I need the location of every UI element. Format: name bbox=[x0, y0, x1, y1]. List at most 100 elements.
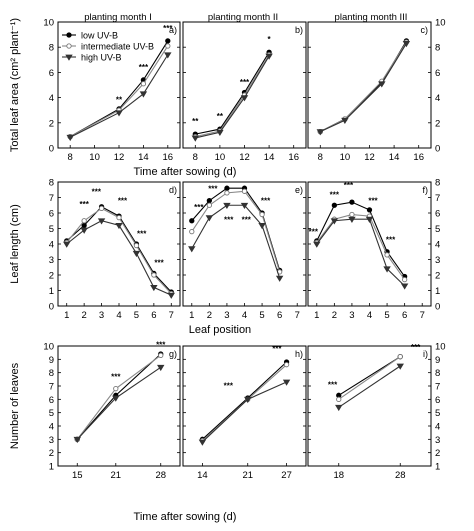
y-tick-label-left: 5 bbox=[49, 224, 54, 235]
series-2 bbox=[313, 216, 409, 290]
x-tick-label: 1 bbox=[64, 310, 69, 321]
data-point bbox=[331, 202, 338, 208]
y-tick-label-left: 3 bbox=[49, 255, 54, 266]
series-2 bbox=[188, 202, 284, 282]
data-point bbox=[244, 396, 252, 404]
data-point bbox=[113, 386, 119, 392]
significance-label: *** bbox=[163, 24, 173, 33]
x-tick-label: 14 bbox=[197, 470, 208, 481]
x-tick-label: 15 bbox=[72, 470, 83, 481]
y-tick-label-left: 4 bbox=[49, 422, 54, 433]
significance-label: ** bbox=[116, 96, 123, 105]
significance-label: *** bbox=[208, 184, 218, 193]
y-tick-label-left: 5 bbox=[49, 408, 54, 419]
x-tick-label: 1 bbox=[314, 310, 319, 321]
x-tick-label: 10 bbox=[89, 152, 100, 163]
x-tick-label: 21 bbox=[242, 470, 253, 481]
series-line bbox=[316, 218, 406, 287]
y-tick-label-right: 1 bbox=[435, 286, 440, 297]
y-tick-label-right: 8 bbox=[435, 368, 440, 379]
legend-label: high UV-B bbox=[81, 53, 122, 63]
significance-label: *** bbox=[242, 215, 252, 224]
series-1 bbox=[192, 52, 272, 140]
y-tick-label-right: 10 bbox=[435, 18, 446, 29]
x-tick-label: 6 bbox=[402, 310, 407, 321]
x-tick-label: 7 bbox=[295, 310, 300, 321]
data-point bbox=[401, 276, 408, 283]
series-0 bbox=[192, 49, 272, 137]
significance-label: *** bbox=[411, 343, 421, 352]
x-tick-label: 27 bbox=[281, 470, 292, 481]
data-point bbox=[336, 396, 342, 402]
y-tick-label-left: 4 bbox=[49, 240, 54, 251]
data-point bbox=[240, 95, 249, 102]
month-title-3: planting month III bbox=[335, 12, 408, 23]
data-point bbox=[241, 188, 248, 194]
y-axis-label: Total leaf area (cm² plant⁻¹) bbox=[9, 18, 21, 152]
legend-label: low UV-B bbox=[81, 31, 118, 41]
panel-i: i) 1 2 3 4 5 6 7 8 9 10 18 28 *** *** bbox=[307, 342, 446, 481]
data-point bbox=[365, 216, 374, 223]
y-tick-label-left: 6 bbox=[49, 395, 54, 406]
data-point bbox=[132, 250, 141, 258]
y-tick-label-right: 3 bbox=[435, 255, 440, 266]
y-tick-label-left: 2 bbox=[49, 118, 54, 129]
series-line bbox=[320, 41, 407, 133]
series-line bbox=[195, 55, 270, 139]
y-tick-label-right: 5 bbox=[435, 408, 440, 419]
y-tick-label-left: 8 bbox=[49, 43, 54, 54]
y-tick-label-right: 7 bbox=[435, 193, 440, 204]
data-point bbox=[335, 404, 343, 412]
x-tick-label: 8 bbox=[318, 152, 323, 163]
x-tick-label: 16 bbox=[413, 152, 424, 163]
y-tick-label-left: 8 bbox=[49, 368, 54, 379]
x-tick-label: 6 bbox=[277, 310, 282, 321]
significance-label: ** bbox=[192, 117, 199, 126]
x-tick-label: 3 bbox=[349, 310, 354, 321]
y-axis-label: Leaf length (cm) bbox=[9, 204, 21, 283]
x-tick-label: 10 bbox=[215, 152, 226, 163]
y-tick-label-right: 10 bbox=[435, 342, 446, 353]
data-point bbox=[139, 91, 148, 98]
x-tick-label: 12 bbox=[364, 152, 375, 163]
data-point bbox=[396, 363, 404, 370]
data-point bbox=[158, 352, 164, 358]
x-tick-label: 8 bbox=[68, 152, 73, 163]
x-axis-label: Time after sowing (d) bbox=[134, 166, 237, 178]
significance-label: *** bbox=[261, 197, 271, 206]
data-point bbox=[283, 362, 290, 368]
series-line bbox=[202, 381, 287, 443]
data-point bbox=[348, 216, 356, 223]
data-point bbox=[189, 218, 195, 224]
panel-label: c) bbox=[421, 25, 429, 35]
series-line bbox=[69, 45, 169, 138]
series-1 bbox=[64, 205, 174, 297]
significance-label: * bbox=[268, 35, 272, 44]
data-point bbox=[378, 81, 386, 88]
x-tick-label: 2 bbox=[332, 310, 337, 321]
y-tick-label-right: 7 bbox=[435, 382, 440, 393]
x-tick-label: 5 bbox=[134, 310, 139, 321]
series-2 bbox=[316, 41, 411, 136]
y-tick-label-right: 6 bbox=[435, 395, 440, 406]
y-tick-label-left: 0 bbox=[49, 302, 54, 313]
y-tick-label-right: 6 bbox=[435, 209, 440, 220]
x-tick-label: 28 bbox=[155, 470, 166, 481]
data-point bbox=[341, 117, 349, 125]
significance-label: *** bbox=[328, 380, 338, 389]
series-line bbox=[320, 40, 407, 133]
x-tick-label: 4 bbox=[367, 310, 372, 321]
x-tick-label: 3 bbox=[99, 310, 104, 321]
data-point bbox=[349, 199, 355, 205]
panel-c: c) 0 2 4 6 8 10 8 10 12 14 16 bbox=[307, 18, 446, 163]
data-point bbox=[205, 215, 214, 222]
significance-label: *** bbox=[224, 215, 234, 224]
data-point bbox=[81, 222, 87, 229]
y-tick-label-right: 8 bbox=[435, 178, 440, 189]
data-point bbox=[313, 241, 321, 248]
x-tick-label: 8 bbox=[193, 152, 198, 163]
data-point bbox=[63, 241, 71, 248]
x-tick-label: 6 bbox=[151, 310, 156, 321]
legend-label: intermediate UV-B bbox=[81, 42, 154, 52]
